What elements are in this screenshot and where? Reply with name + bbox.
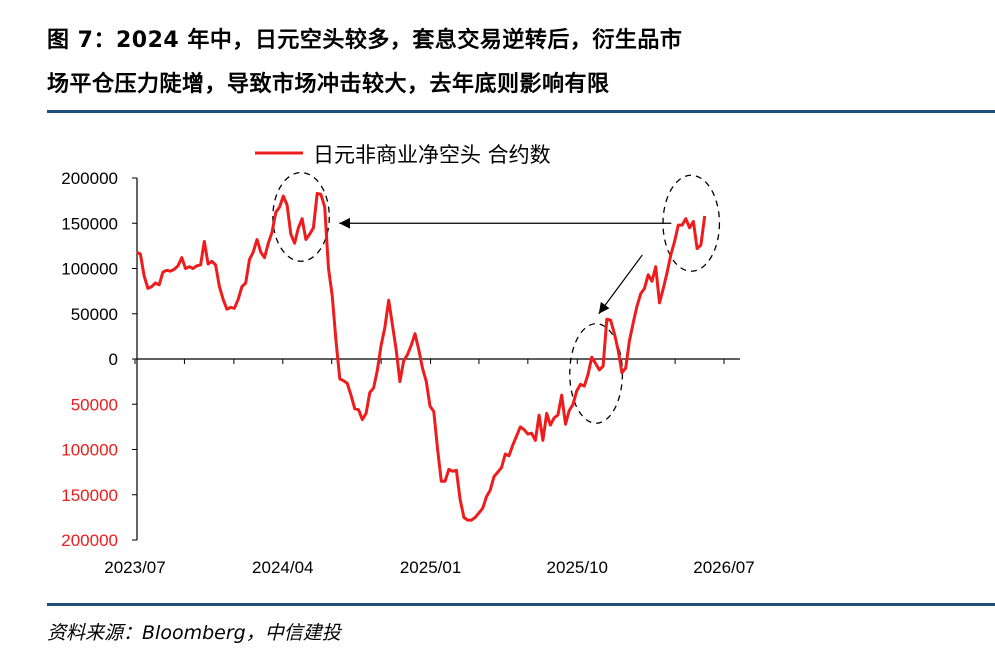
x-tick-label: 2025/10 [547, 558, 608, 577]
y-tick-label: 200000 [61, 531, 118, 550]
y-tick-label: 150000 [61, 214, 118, 233]
dashed-ellipse [272, 171, 330, 262]
series-line [135, 191, 707, 522]
y-tick-label: 200000 [61, 169, 118, 188]
series-group [135, 191, 707, 522]
chart-legend: 日元非商业净空头 合约数 [255, 143, 551, 167]
bottom-rule [47, 603, 995, 606]
legend-label: 日元非商业净空头 合约数 [313, 143, 551, 167]
x-axis: 2023/07 2024/04 2025/01 2025/10 2026/07 [104, 358, 755, 577]
source-note: 资料来源：Bloomberg，中信建投 [47, 622, 341, 644]
x-tick-label: 2025/01 [400, 558, 461, 577]
y-tick-label: 150000 [61, 486, 118, 505]
y-axis: 200000 150000 100000 50000 0 50000 100000 15000… [61, 169, 138, 550]
annotations [272, 171, 721, 424]
x-tick-label: 2023/07 [104, 558, 165, 577]
figure-title-line-1: 图 7：2024 年中，日元空头较多，套息交易逆转后，衍生品市 [47, 28, 683, 53]
y-tick-label: 100000 [61, 260, 118, 279]
y-tick-label: 50000 [71, 395, 118, 414]
y-tick-label: 0 [109, 350, 118, 369]
x-tick-label: 2026/07 [693, 558, 754, 577]
y-tick-label: 50000 [71, 305, 118, 324]
annotation-arrow [598, 254, 643, 315]
top-rule [47, 110, 995, 113]
y-tick-label: 100000 [61, 441, 118, 460]
figure-title-line-2: 场平仓压力陡增，导致市场冲击较大，去年底则影响有限 [47, 72, 610, 97]
x-tick-label: 2024/04 [252, 558, 313, 577]
